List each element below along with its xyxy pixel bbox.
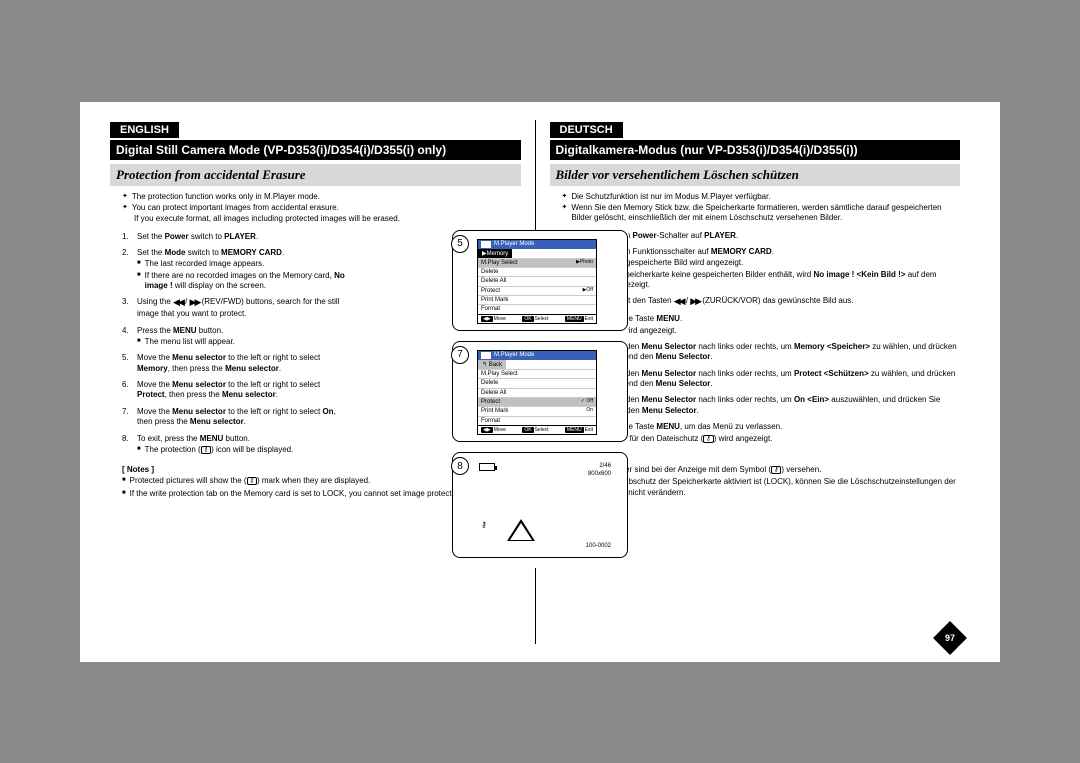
memory-tab: ▶Memory — [478, 249, 512, 258]
camera-icon — [481, 352, 491, 359]
lock-icon: ⚷ — [481, 520, 487, 529]
menu-header-1: M.Player Mode — [478, 240, 596, 249]
image-resolution: 800x600 — [588, 471, 611, 479]
diagram-8: 8 2/46 800x600 ⚷ 100-0002 — [452, 452, 628, 558]
battery-icon — [479, 463, 495, 471]
back-tab: ↰ Back — [478, 360, 506, 369]
diagram-7: 7 M.Player Mode ↰ Back M.Play SelectDele… — [452, 341, 628, 442]
intro-de: ✦Die Schutzfunktion ist nur im Modus M.P… — [550, 192, 961, 223]
menu-screen-2: M.Player Mode ↰ Back M.Play SelectDelete… — [477, 350, 597, 435]
menu-footer-1: ◀▶Move OKSelect MENUExit — [478, 314, 596, 323]
slideshow-icon — [507, 519, 535, 541]
menu-screen-1: M.Player Mode ▶Memory M.Play Select▶Phot… — [477, 239, 597, 324]
lang-badge-en: ENGLISH — [110, 122, 179, 138]
menu-title-2: M.Player Mode — [494, 352, 534, 358]
center-diagrams: 5 M.Player Mode ▶Memory M.Play Select▶Ph… — [452, 230, 628, 569]
circle-8: 8 — [451, 457, 469, 475]
menu-title-1: M.Player Mode — [494, 241, 534, 247]
menu-header-2: M.Player Mode — [478, 351, 596, 360]
circle-7: 7 — [451, 346, 469, 364]
mode-title-en: Digital Still Camera Mode (VP-D353(i)/D3… — [110, 140, 521, 160]
circle-5: 5 — [451, 235, 469, 253]
subtitle-de: Bilder vor versehentlichem Löschen schüt… — [550, 164, 961, 186]
preview-info: 2/46 800x600 — [588, 463, 611, 479]
subtitle-en: Protection from accidental Erasure — [110, 164, 521, 186]
steps-en: 1.Set the Power switch to PLAYER.2.Set t… — [110, 232, 348, 456]
file-number: 100-0002 — [586, 543, 611, 549]
intro-en: ✦The protection function works only in M… — [110, 192, 521, 224]
preview-screen: 2/46 800x600 ⚷ 100-0002 — [477, 461, 613, 551]
menu-footer-2: ◀▶Move OKSelect MENUExit — [478, 425, 596, 434]
diagram-5: 5 M.Player Mode ▶Memory M.Play Select▶Ph… — [452, 230, 628, 331]
manual-page: ENGLISH Digital Still Camera Mode (VP-D3… — [80, 102, 1000, 662]
lang-badge-de: DEUTSCH — [550, 122, 623, 138]
mode-title-de: Digitalkamera-Modus (nur VP-D353(i)/D354… — [550, 140, 961, 160]
camera-icon — [481, 241, 491, 248]
image-counter: 2/46 — [588, 463, 611, 471]
